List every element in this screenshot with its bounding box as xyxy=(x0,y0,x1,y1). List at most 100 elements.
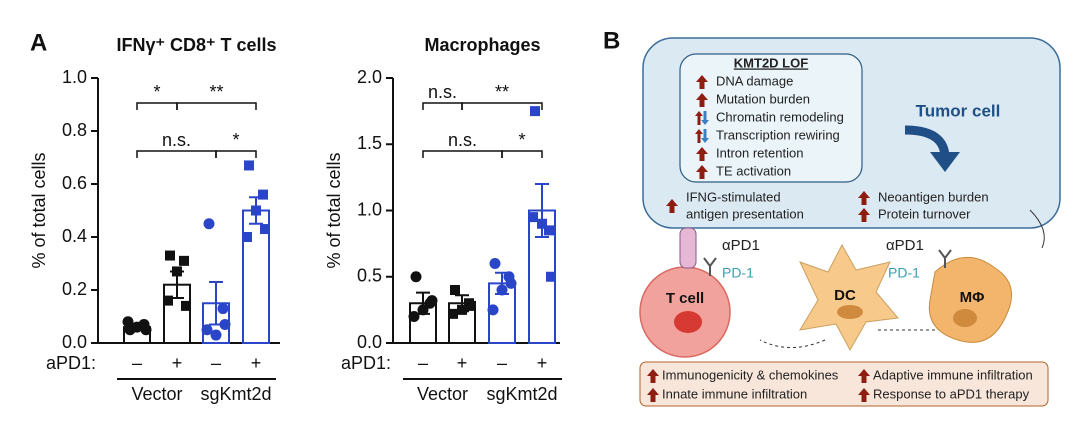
data-point xyxy=(448,308,458,319)
antibody-label: αPD1 xyxy=(886,237,924,254)
data-point xyxy=(450,285,460,295)
x-row-label: aPD1: xyxy=(46,353,96,373)
data-point xyxy=(181,300,191,311)
data-point xyxy=(122,316,134,328)
data-point xyxy=(457,304,467,315)
data-point xyxy=(426,295,438,307)
data-point xyxy=(408,311,420,322)
macrophage-cell xyxy=(928,256,1013,343)
interaction-arrow xyxy=(759,339,826,348)
significance-label: * xyxy=(232,130,239,150)
outcome-box xyxy=(639,361,1049,407)
tcr xyxy=(679,227,697,269)
panel-label: B xyxy=(603,27,620,54)
antibody-label: αPD1 xyxy=(722,237,760,254)
significance-label: * xyxy=(518,130,525,150)
data-point xyxy=(219,318,231,330)
kmt2d-list: DNA damage Mutation burden Chromatin remod… xyxy=(695,73,844,179)
data-point xyxy=(260,224,270,235)
x-tick-label: – xyxy=(211,353,221,373)
data-point xyxy=(546,271,556,282)
data-point xyxy=(537,218,547,229)
y-tick-label: 1.0 xyxy=(357,199,382,219)
data-point xyxy=(242,232,252,242)
kmt2d-item: Transcription rewiring xyxy=(716,127,840,142)
tumor-cell-label: Tumor cell xyxy=(916,101,1001,120)
x-tick-label: + xyxy=(457,353,468,373)
data-point xyxy=(544,225,554,236)
data-point xyxy=(131,321,143,333)
data-point xyxy=(217,303,229,315)
y-tick-label: 0.0 xyxy=(62,332,87,352)
significance-label: n.s. xyxy=(428,82,457,102)
kmt2d-item: Intron retention xyxy=(716,145,803,160)
data-point xyxy=(203,218,215,230)
x-tick-label: + xyxy=(537,353,548,373)
effect-text: Protein turnover xyxy=(878,206,971,221)
receptor-label: PD-1 xyxy=(722,265,754,281)
effect-text: Neoantigen burden xyxy=(878,189,989,204)
x-tick-label: – xyxy=(132,353,142,373)
data-point xyxy=(496,284,508,296)
significance-bracket xyxy=(422,150,503,158)
cell-label: DC xyxy=(834,287,856,304)
data-point xyxy=(466,300,476,311)
x-row-label: aPD1: xyxy=(341,353,391,373)
x-tick-label: – xyxy=(418,353,428,373)
antibody-icon xyxy=(938,249,952,268)
kmt2d-item: Chromatin remodeling xyxy=(716,109,844,124)
cell-label: MΦ xyxy=(960,289,985,306)
significance-bracket xyxy=(215,150,257,158)
group-label: Vector xyxy=(417,384,468,404)
nucleus xyxy=(674,311,702,333)
effect-text: IFNG-stimulated xyxy=(686,189,781,204)
data-point xyxy=(489,258,501,269)
cell-label: T cell xyxy=(666,290,704,307)
group-label: sgKmt2d xyxy=(200,384,271,404)
data-point xyxy=(505,277,517,289)
significance-bracket xyxy=(136,150,217,158)
data-point xyxy=(210,329,222,341)
y-tick-label: 2.0 xyxy=(357,67,382,87)
outcome-text: Immunogenicity & chemokines xyxy=(662,367,839,382)
significance-bracket xyxy=(176,102,257,110)
outcome-text: Innate immune infiltration xyxy=(662,386,807,401)
nucleus xyxy=(953,309,977,327)
process-arrow-head xyxy=(930,152,960,172)
data-point xyxy=(244,160,254,171)
y-tick-label: 1.5 xyxy=(357,133,382,153)
significance-label: ** xyxy=(209,82,223,102)
significance-label: n.s. xyxy=(448,130,477,150)
significance-label: ** xyxy=(495,82,509,102)
y-tick-label: 0.6 xyxy=(62,173,87,193)
kmt2d-item: TE activation xyxy=(716,163,791,178)
chart-title: Macrophages xyxy=(424,35,540,55)
data-point xyxy=(140,324,152,336)
release-arrow xyxy=(1029,209,1045,249)
significance-label: n.s. xyxy=(162,130,191,150)
kmt2d-title: KMT2D LOF xyxy=(734,55,808,70)
kmt2d-item: DNA damage xyxy=(716,73,793,88)
y-tick-label: 0.8 xyxy=(62,120,87,140)
data-point xyxy=(258,189,268,200)
data-point xyxy=(417,304,429,316)
data-point xyxy=(201,324,213,336)
significance-bracket xyxy=(461,102,543,110)
data-point xyxy=(165,250,175,261)
kmt2d-box xyxy=(679,53,863,183)
kmt2d-item: Mutation burden xyxy=(716,91,810,106)
y-tick-label: 0.5 xyxy=(357,266,382,286)
significance-bracket xyxy=(501,150,543,158)
nucleus xyxy=(837,305,863,319)
data-point xyxy=(163,295,173,306)
y-axis-label: % of total cells xyxy=(29,152,49,268)
chart-title: IFNγ⁺ CD8⁺ T cells xyxy=(116,35,276,55)
y-tick-label: 0.0 xyxy=(357,332,382,352)
y-tick-label: 0.2 xyxy=(62,279,87,299)
x-tick-label: – xyxy=(497,353,507,373)
y-axis-label: % of total cells xyxy=(324,152,344,268)
significance-label: * xyxy=(153,82,160,102)
effect-text: antigen presentation xyxy=(686,206,804,221)
